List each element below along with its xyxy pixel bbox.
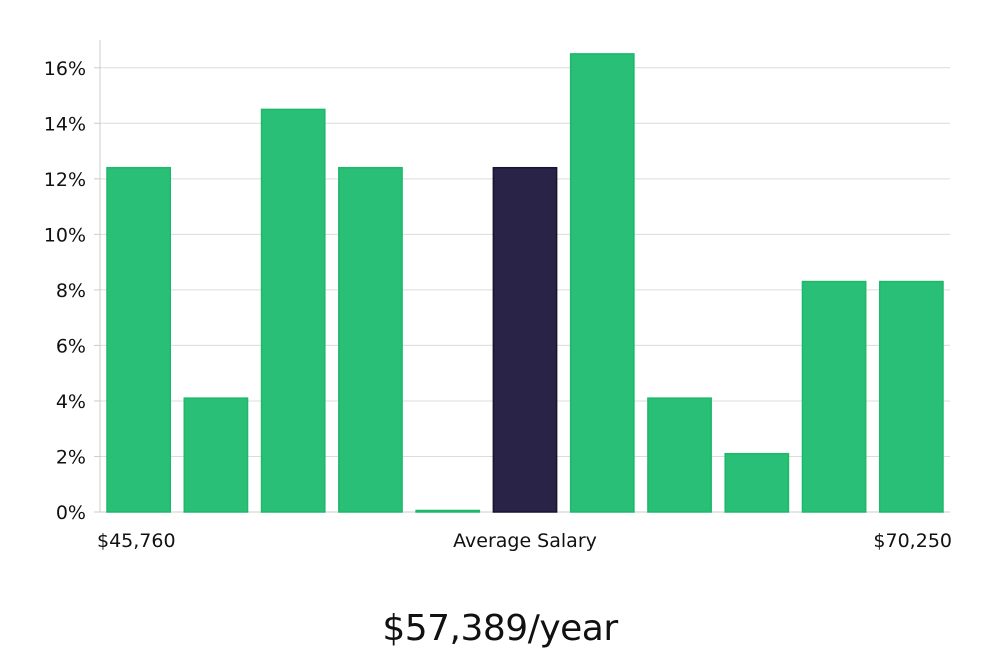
y-tick-label: 4%	[56, 391, 86, 413]
salary-distribution-chart: 0% 2% 4% 6% 8% 10% 12% 14% 16% $45,760 Average S…	[44, 40, 952, 552]
y-tick-label: 12%	[44, 169, 86, 191]
x-label-min: $45,760	[97, 530, 176, 552]
bar	[415, 509, 481, 513]
average-salary-value: $57,389/year	[382, 608, 618, 649]
y-axis-ticks: 0% 2% 4% 6% 8% 10% 12% 14% 16%	[44, 58, 100, 524]
bar	[106, 166, 172, 513]
x-label-average-salary: Average Salary	[453, 530, 597, 552]
bar	[647, 397, 712, 513]
bar	[878, 280, 944, 513]
bar	[569, 53, 635, 513]
bar	[724, 452, 790, 513]
bars	[106, 53, 944, 513]
y-tick-label: 6%	[56, 335, 86, 357]
bar	[801, 280, 867, 513]
y-tick-label: 10%	[44, 224, 86, 246]
y-tick-label: 14%	[44, 113, 86, 135]
bar	[183, 397, 249, 513]
bar	[338, 166, 403, 513]
bar	[260, 108, 326, 513]
y-tick-label: 2%	[56, 446, 86, 468]
y-tick-label: 8%	[56, 280, 86, 302]
x-label-max: $70,250	[873, 530, 952, 552]
y-tick-label: 16%	[44, 58, 86, 80]
y-tick-label: 0%	[56, 502, 86, 524]
bar-average-salary	[492, 166, 558, 513]
